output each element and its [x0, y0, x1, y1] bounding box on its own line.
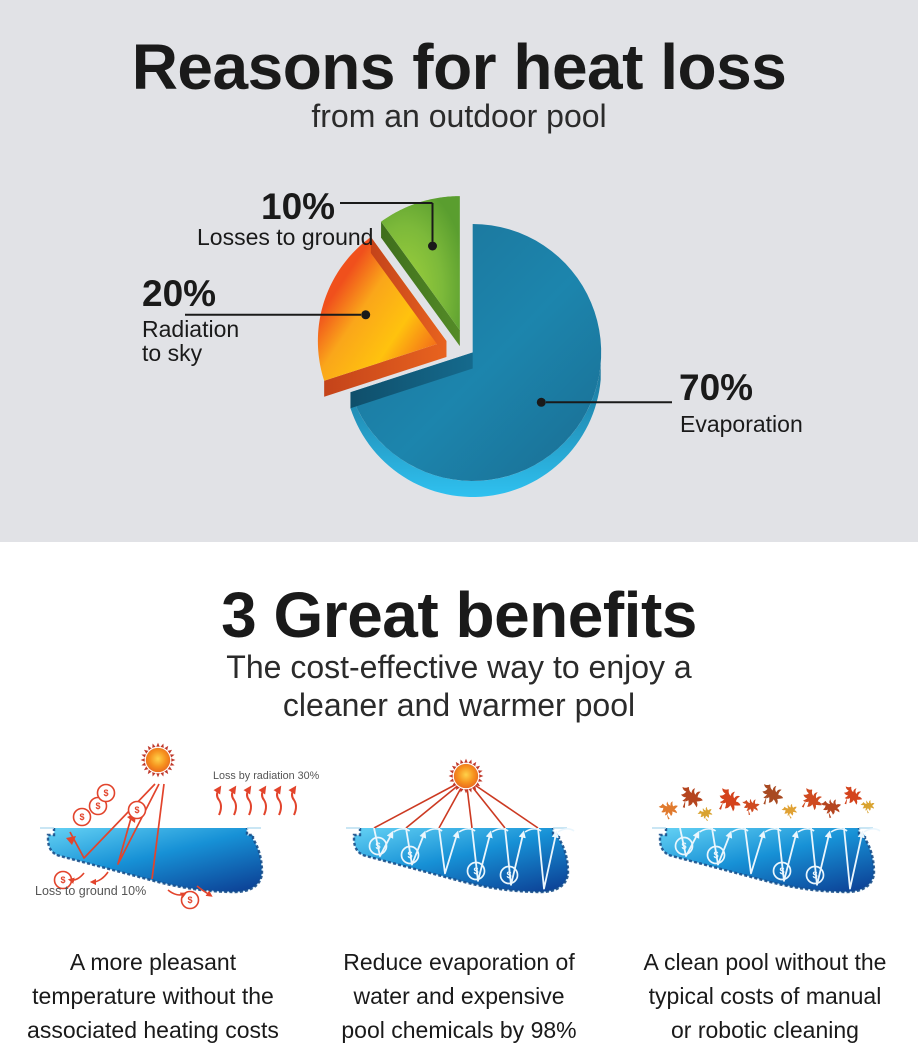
- svg-text:$: $: [473, 866, 478, 876]
- svg-text:$: $: [103, 788, 108, 798]
- svg-text:Radiation: Radiation: [142, 316, 239, 342]
- svg-text:$: $: [134, 805, 139, 815]
- svg-text:$: $: [407, 850, 412, 860]
- svg-text:$: $: [812, 870, 817, 880]
- svg-text:$: $: [95, 801, 100, 811]
- svg-text:$: $: [79, 812, 84, 822]
- svg-text:Losses to ground: Losses to ground: [197, 224, 373, 250]
- svg-text:$: $: [375, 841, 380, 851]
- svg-text:Loss to ground 10%: Loss to ground 10%: [35, 884, 146, 898]
- svg-text:20%: 20%: [142, 273, 216, 314]
- svg-text:$: $: [187, 895, 192, 905]
- svg-text:$: $: [779, 866, 784, 876]
- svg-text:70%: 70%: [679, 367, 753, 408]
- svg-text:Evaporation: Evaporation: [680, 411, 803, 437]
- svg-text:$: $: [506, 870, 511, 880]
- svg-text:$: $: [713, 850, 718, 860]
- svg-text:$: $: [681, 841, 686, 851]
- svg-text:Loss by radiation 30%: Loss by radiation 30%: [213, 770, 320, 782]
- svg-text:10%: 10%: [261, 186, 335, 227]
- svg-text:to sky: to sky: [142, 340, 203, 366]
